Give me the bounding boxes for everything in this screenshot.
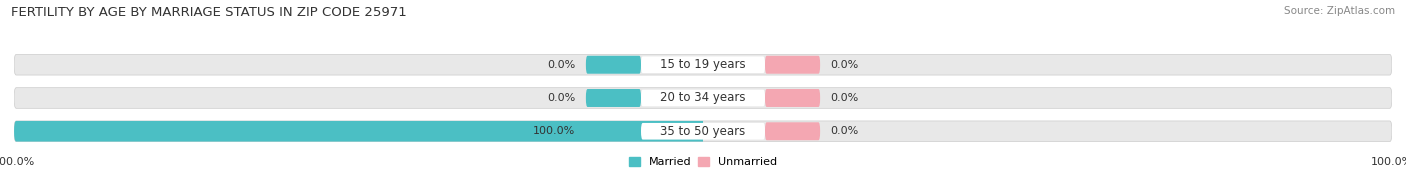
Text: 0.0%: 0.0% <box>831 60 859 70</box>
Text: FERTILITY BY AGE BY MARRIAGE STATUS IN ZIP CODE 25971: FERTILITY BY AGE BY MARRIAGE STATUS IN Z… <box>11 6 406 19</box>
Text: 35 to 50 years: 35 to 50 years <box>661 125 745 138</box>
Text: 20 to 34 years: 20 to 34 years <box>661 92 745 104</box>
Text: 0.0%: 0.0% <box>831 126 859 136</box>
FancyBboxPatch shape <box>641 123 765 140</box>
Text: 100.0%: 100.0% <box>533 126 575 136</box>
FancyBboxPatch shape <box>14 88 1392 108</box>
Text: 0.0%: 0.0% <box>831 93 859 103</box>
FancyBboxPatch shape <box>765 122 820 140</box>
FancyBboxPatch shape <box>765 89 820 107</box>
FancyBboxPatch shape <box>641 56 765 73</box>
FancyBboxPatch shape <box>586 56 641 74</box>
FancyBboxPatch shape <box>641 90 765 106</box>
Text: 0.0%: 0.0% <box>547 93 575 103</box>
Text: 15 to 19 years: 15 to 19 years <box>661 58 745 71</box>
FancyBboxPatch shape <box>765 56 820 74</box>
Text: Source: ZipAtlas.com: Source: ZipAtlas.com <box>1284 6 1395 16</box>
FancyBboxPatch shape <box>14 54 1392 75</box>
FancyBboxPatch shape <box>14 121 706 142</box>
FancyBboxPatch shape <box>14 121 1392 142</box>
FancyBboxPatch shape <box>586 89 641 107</box>
Legend: Married, Unmarried: Married, Unmarried <box>628 157 778 167</box>
Text: 0.0%: 0.0% <box>547 60 575 70</box>
FancyBboxPatch shape <box>586 122 641 140</box>
